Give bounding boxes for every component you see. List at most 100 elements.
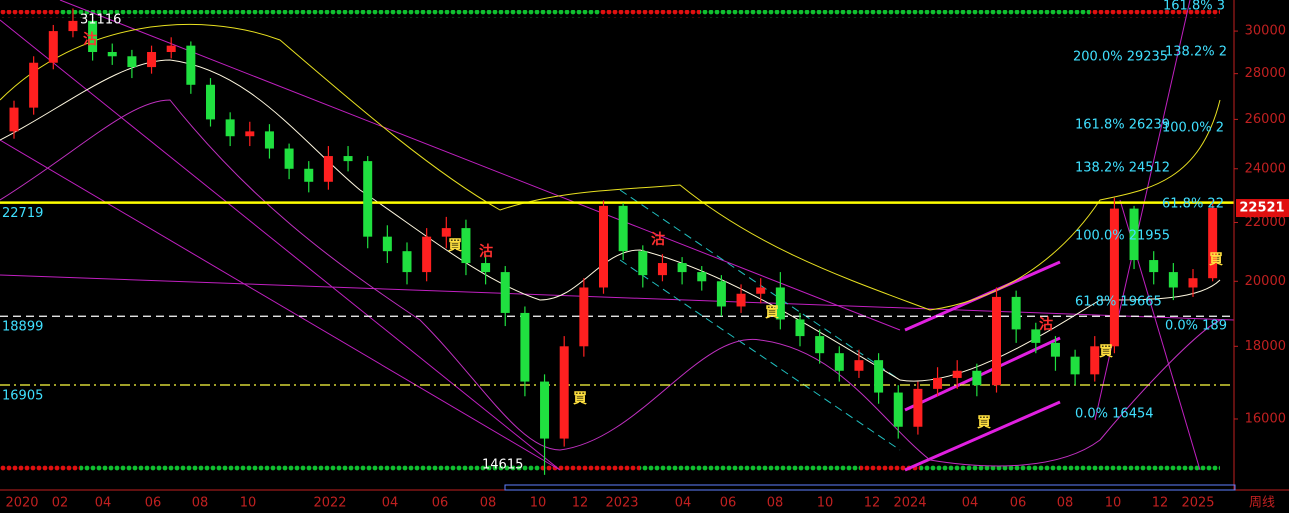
strip (60, 10, 600, 18)
level-label: 16905 (2, 389, 43, 404)
candle-body (992, 296, 1001, 386)
candle-body (402, 251, 412, 273)
x-tick-label: 06 (432, 496, 449, 511)
candle-body (972, 370, 982, 386)
fib-label: 138.2% 2 (1165, 45, 1227, 60)
trend-line (1094, 0, 1191, 421)
y-tick-label: 22000 (1245, 215, 1286, 230)
candle-body (1090, 346, 1100, 375)
channel-line (904, 336, 1061, 412)
strip (1090, 10, 1220, 18)
candle-body (29, 62, 39, 108)
candle-body (815, 336, 825, 354)
candle-body (933, 377, 943, 389)
candle-body (206, 84, 215, 120)
scroll-bar[interactable] (504, 484, 1236, 491)
moving-average (0, 59, 1221, 382)
strip (540, 463, 640, 471)
fib-label: 138.2% 24512 (1075, 161, 1170, 176)
y-tick-label: 26000 (1245, 112, 1286, 127)
trend-line (619, 189, 901, 381)
candle-body (304, 168, 314, 182)
signal-label: 買 (573, 391, 588, 407)
y-tick-label: 30000 (1245, 24, 1286, 39)
signal-label: 買 (1209, 252, 1224, 268)
candle-body (422, 236, 432, 273)
candle-body (893, 392, 903, 427)
strip (640, 463, 860, 471)
x-tick-label: 08 (1057, 496, 1074, 511)
bollinger-upper (0, 23, 1221, 311)
fib-label: 0.0% 16454 (1075, 407, 1154, 422)
x-tick-label: 06 (720, 496, 737, 511)
candle-body (599, 205, 608, 288)
candle-body (736, 293, 746, 307)
bollinger-lower (0, 99, 1221, 467)
x-tick-label: 12 (572, 496, 589, 511)
x-tick-label: 08 (767, 496, 784, 511)
candle-body (540, 381, 550, 439)
x-tick-label: 04 (675, 496, 692, 511)
x-tick-label: 02 (52, 496, 69, 511)
x-tick-label: 2025 (1181, 496, 1214, 511)
candle-body (323, 156, 333, 182)
signal-label: 買 (765, 305, 780, 321)
candle-body (264, 131, 274, 149)
candle-body (618, 205, 628, 252)
candle-body (245, 131, 255, 137)
candle-body (284, 148, 294, 169)
x-tick-label: 2023 (605, 496, 638, 511)
trend-line (0, 139, 561, 471)
candle-body (1129, 208, 1139, 261)
candle-body (677, 263, 687, 273)
candle-body (697, 272, 707, 282)
x-tick-label: 10 (530, 496, 547, 511)
signal-label: 買 (448, 238, 463, 254)
candle-body (1149, 260, 1159, 273)
y-tick-label: 16000 (1245, 411, 1286, 426)
signal-label: 買 (977, 415, 992, 431)
strip (0, 10, 60, 18)
candle-body (166, 45, 176, 53)
candle-body (657, 263, 667, 276)
candle-body (1050, 342, 1060, 357)
x-tick-label: 2020 (5, 496, 38, 511)
signal-label: 沽 (479, 243, 493, 260)
candle-body (520, 312, 530, 382)
candle-body (579, 287, 589, 347)
y-tick-label: 18000 (1245, 339, 1286, 354)
strip (600, 10, 700, 18)
price-tag-label: 22521 (1239, 201, 1284, 216)
strip (920, 463, 1220, 471)
candle-body (952, 370, 962, 378)
strip (80, 463, 540, 471)
candle-body (638, 251, 648, 276)
level-label: 18899 (2, 320, 43, 335)
x-tick-label: 06 (145, 496, 162, 511)
fib-label: 161.8% 26239 (1075, 118, 1170, 133)
signal-label: 沽 (83, 31, 97, 48)
signal-label: 買 (1099, 344, 1114, 360)
extreme-label: 14615 (482, 458, 523, 473)
strip (860, 463, 920, 471)
candle-body (88, 20, 98, 53)
candle-body (756, 287, 766, 294)
fib-label: 100.0% 2 (1162, 121, 1224, 136)
trend-line (0, 19, 561, 471)
candle-body (716, 281, 726, 307)
candle-body (382, 236, 392, 252)
fib-label: 61.8% 22 (1162, 197, 1224, 212)
fib-label: 100.0% 21955 (1075, 229, 1170, 244)
x-tick-label: 10 (817, 496, 834, 511)
candle-body (363, 161, 373, 237)
price-tag (1236, 199, 1289, 218)
fib-label: 200.0% 29235 (1073, 50, 1168, 65)
candle-body (147, 52, 157, 68)
trend-line (59, 0, 901, 331)
x-tick-label: 04 (95, 496, 112, 511)
strip (700, 10, 1090, 18)
fib-label: 0.0% 189 (1165, 319, 1227, 334)
y-tick-label: 24000 (1245, 161, 1286, 176)
